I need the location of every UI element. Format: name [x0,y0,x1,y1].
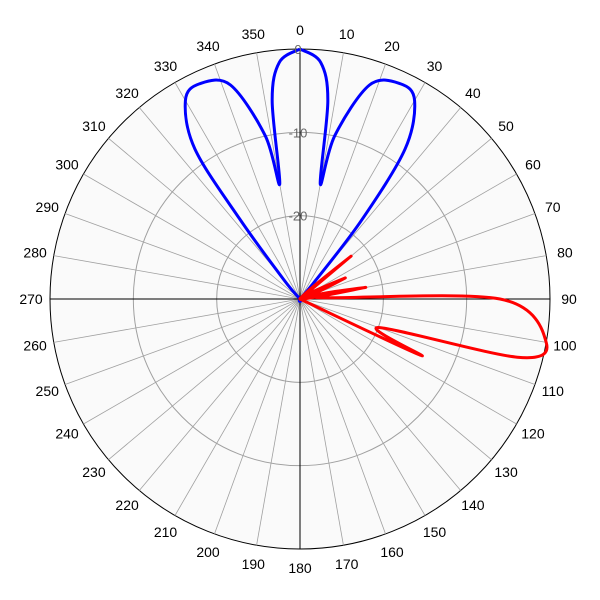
tick-labels: 0 10 20 30 40 50 60 70 80 90 100 110 120 130 140 150 160… [19,22,577,576]
angle-spoke [64,298,301,385]
angle-tick-label: 290 [36,199,60,215]
angle-spoke [108,137,301,300]
angle-tick-label: 260 [23,338,47,354]
series-line-red [298,254,549,360]
angle-tick-label: 230 [82,464,106,480]
angle-tick-label: 170 [335,556,359,572]
angle-spoke [299,298,547,343]
angle-tick-label: 0 [296,22,304,38]
radial-tick-label: -20 [289,209,308,224]
angle-tick-label: 50 [498,118,514,134]
angle-tick-label: 250 [36,383,60,399]
angle-spoke [174,82,301,300]
angle-tick-label: 150 [423,524,447,540]
angle-tick-label: 100 [553,338,577,354]
angle-tick-label: 20 [384,38,400,54]
angle-spoke [108,298,301,461]
angle-tick-label: 60 [525,157,541,173]
angle-tick-label: 200 [196,544,220,560]
angle-spoke [299,63,386,300]
angle-tick-label: 30 [427,58,443,74]
angle-tick-label: 310 [82,118,106,134]
angle-tick-label: 160 [380,544,404,560]
angle-tick-label: 130 [494,464,518,480]
series-group [183,47,549,360]
angle-tick-label: 110 [542,383,565,399]
angle-tick-label: 280 [23,244,47,260]
radial-tick-label: -10 [289,125,308,140]
angle-spoke [299,298,386,535]
angle-spoke [299,213,536,300]
angle-spoke [83,173,301,300]
angle-spoke [64,213,301,300]
series-line-blue [183,47,417,303]
angle-spoke [214,63,301,300]
angle-tick-label: 40 [465,85,481,101]
angle-tick-label: 220 [115,497,139,513]
angle-spoke [53,255,301,300]
angle-spoke [299,173,517,300]
angle-spoke [214,298,301,535]
angle-spoke [256,298,301,546]
angle-tick-label: 300 [55,157,79,173]
angle-spoke [299,298,536,385]
angle-spoke [83,298,301,425]
angle-spoke [299,298,492,461]
angle-tick-label: 240 [55,426,79,442]
angle-tick-label: 140 [461,497,485,513]
angle-tick-label: 340 [196,38,220,54]
angle-tick-label: 320 [115,85,139,101]
angle-tick-label: 90 [561,291,577,307]
angle-spoke [299,298,462,491]
angle-tick-label: 180 [288,560,312,576]
angle-tick-label: 330 [154,58,178,74]
angle-spoke [174,298,301,516]
angle-tick-label: 70 [545,199,561,215]
angle-spoke [299,82,426,300]
angle-tick-label: 120 [521,426,545,442]
angle-spoke [53,298,301,343]
angle-spoke [138,298,301,491]
angle-tick-label: 270 [19,291,43,307]
angle-spoke [299,298,517,425]
angle-tick-label: 10 [339,26,355,42]
angle-spoke [299,298,426,516]
angle-tick-label: 350 [242,26,266,42]
angle-tick-label: 80 [557,244,573,260]
angle-tick-label: 210 [154,524,178,540]
radial-tick-label: 0 [294,42,301,57]
angle-tick-label: 190 [242,556,266,572]
angle-spoke [299,298,344,546]
